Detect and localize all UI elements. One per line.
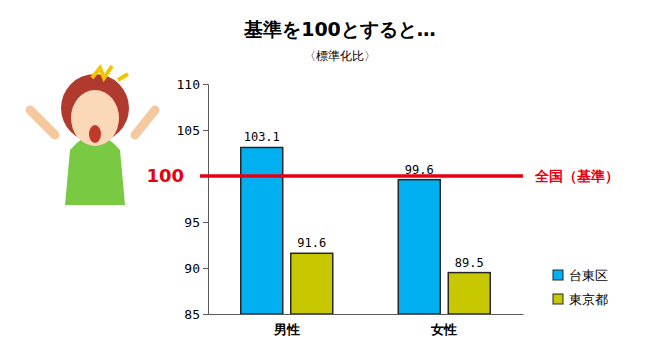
legend-swatch bbox=[553, 270, 563, 280]
y-tick: 105 bbox=[177, 123, 208, 138]
y-axis: 85 90 95 100 105 110 bbox=[146, 77, 208, 322]
figure-face bbox=[71, 90, 119, 146]
x-tick: 男性 bbox=[273, 314, 300, 337]
y-tick-label: 95 bbox=[184, 215, 200, 230]
y-tick: 100 bbox=[146, 165, 208, 186]
x-axis-line bbox=[209, 314, 524, 315]
y-axis-line bbox=[203, 85, 209, 315]
y-tick-mark bbox=[203, 314, 208, 315]
chart: 基準を100とすると… 〈標準化比〉 85 90 95 100 105 110 男性 女性 103.… bbox=[0, 0, 661, 362]
x-tick-label: 女性 bbox=[430, 322, 457, 337]
y-tick: 90 bbox=[184, 261, 208, 276]
x-axis: 男性 女性 bbox=[209, 314, 524, 337]
y-tick-label: 100 bbox=[146, 165, 184, 186]
legend-label: 東京都 bbox=[569, 292, 608, 307]
reference-label: 全国（基準） bbox=[534, 168, 619, 184]
figure-mouth bbox=[89, 125, 101, 143]
data-label: 103.1 bbox=[244, 130, 280, 144]
figure-shock bbox=[92, 66, 128, 80]
title: 基準を100とすると… bbox=[243, 18, 436, 40]
y-tick-mark bbox=[203, 222, 208, 223]
bar bbox=[241, 147, 283, 314]
y-tick-mark bbox=[203, 268, 208, 269]
y-tick-label: 110 bbox=[177, 77, 200, 92]
x-tick-label: 男性 bbox=[273, 322, 300, 337]
y-tick: 85 bbox=[184, 307, 208, 322]
data-label: 91.6 bbox=[297, 236, 326, 250]
y-tick-mark bbox=[203, 130, 208, 131]
legend-label: 台東区 bbox=[569, 268, 608, 283]
bars bbox=[241, 147, 491, 314]
bar bbox=[448, 273, 490, 314]
subtitle: 〈標準化比〉 bbox=[304, 49, 376, 63]
y-tick-mark bbox=[203, 84, 208, 85]
reference-line bbox=[200, 174, 523, 178]
illustration bbox=[30, 66, 155, 205]
y-tick: 95 bbox=[184, 215, 208, 230]
y-tick-label: 90 bbox=[184, 261, 200, 276]
data-label: 89.5 bbox=[455, 256, 484, 270]
bar bbox=[291, 253, 333, 314]
y-tick-label: 85 bbox=[184, 307, 200, 322]
legend-swatch bbox=[553, 294, 563, 304]
y-tick-label: 105 bbox=[177, 123, 200, 138]
bar bbox=[398, 180, 440, 314]
x-tick: 女性 bbox=[430, 314, 457, 337]
legend: 台東区東京都 bbox=[553, 268, 608, 307]
y-tick: 110 bbox=[177, 77, 208, 92]
